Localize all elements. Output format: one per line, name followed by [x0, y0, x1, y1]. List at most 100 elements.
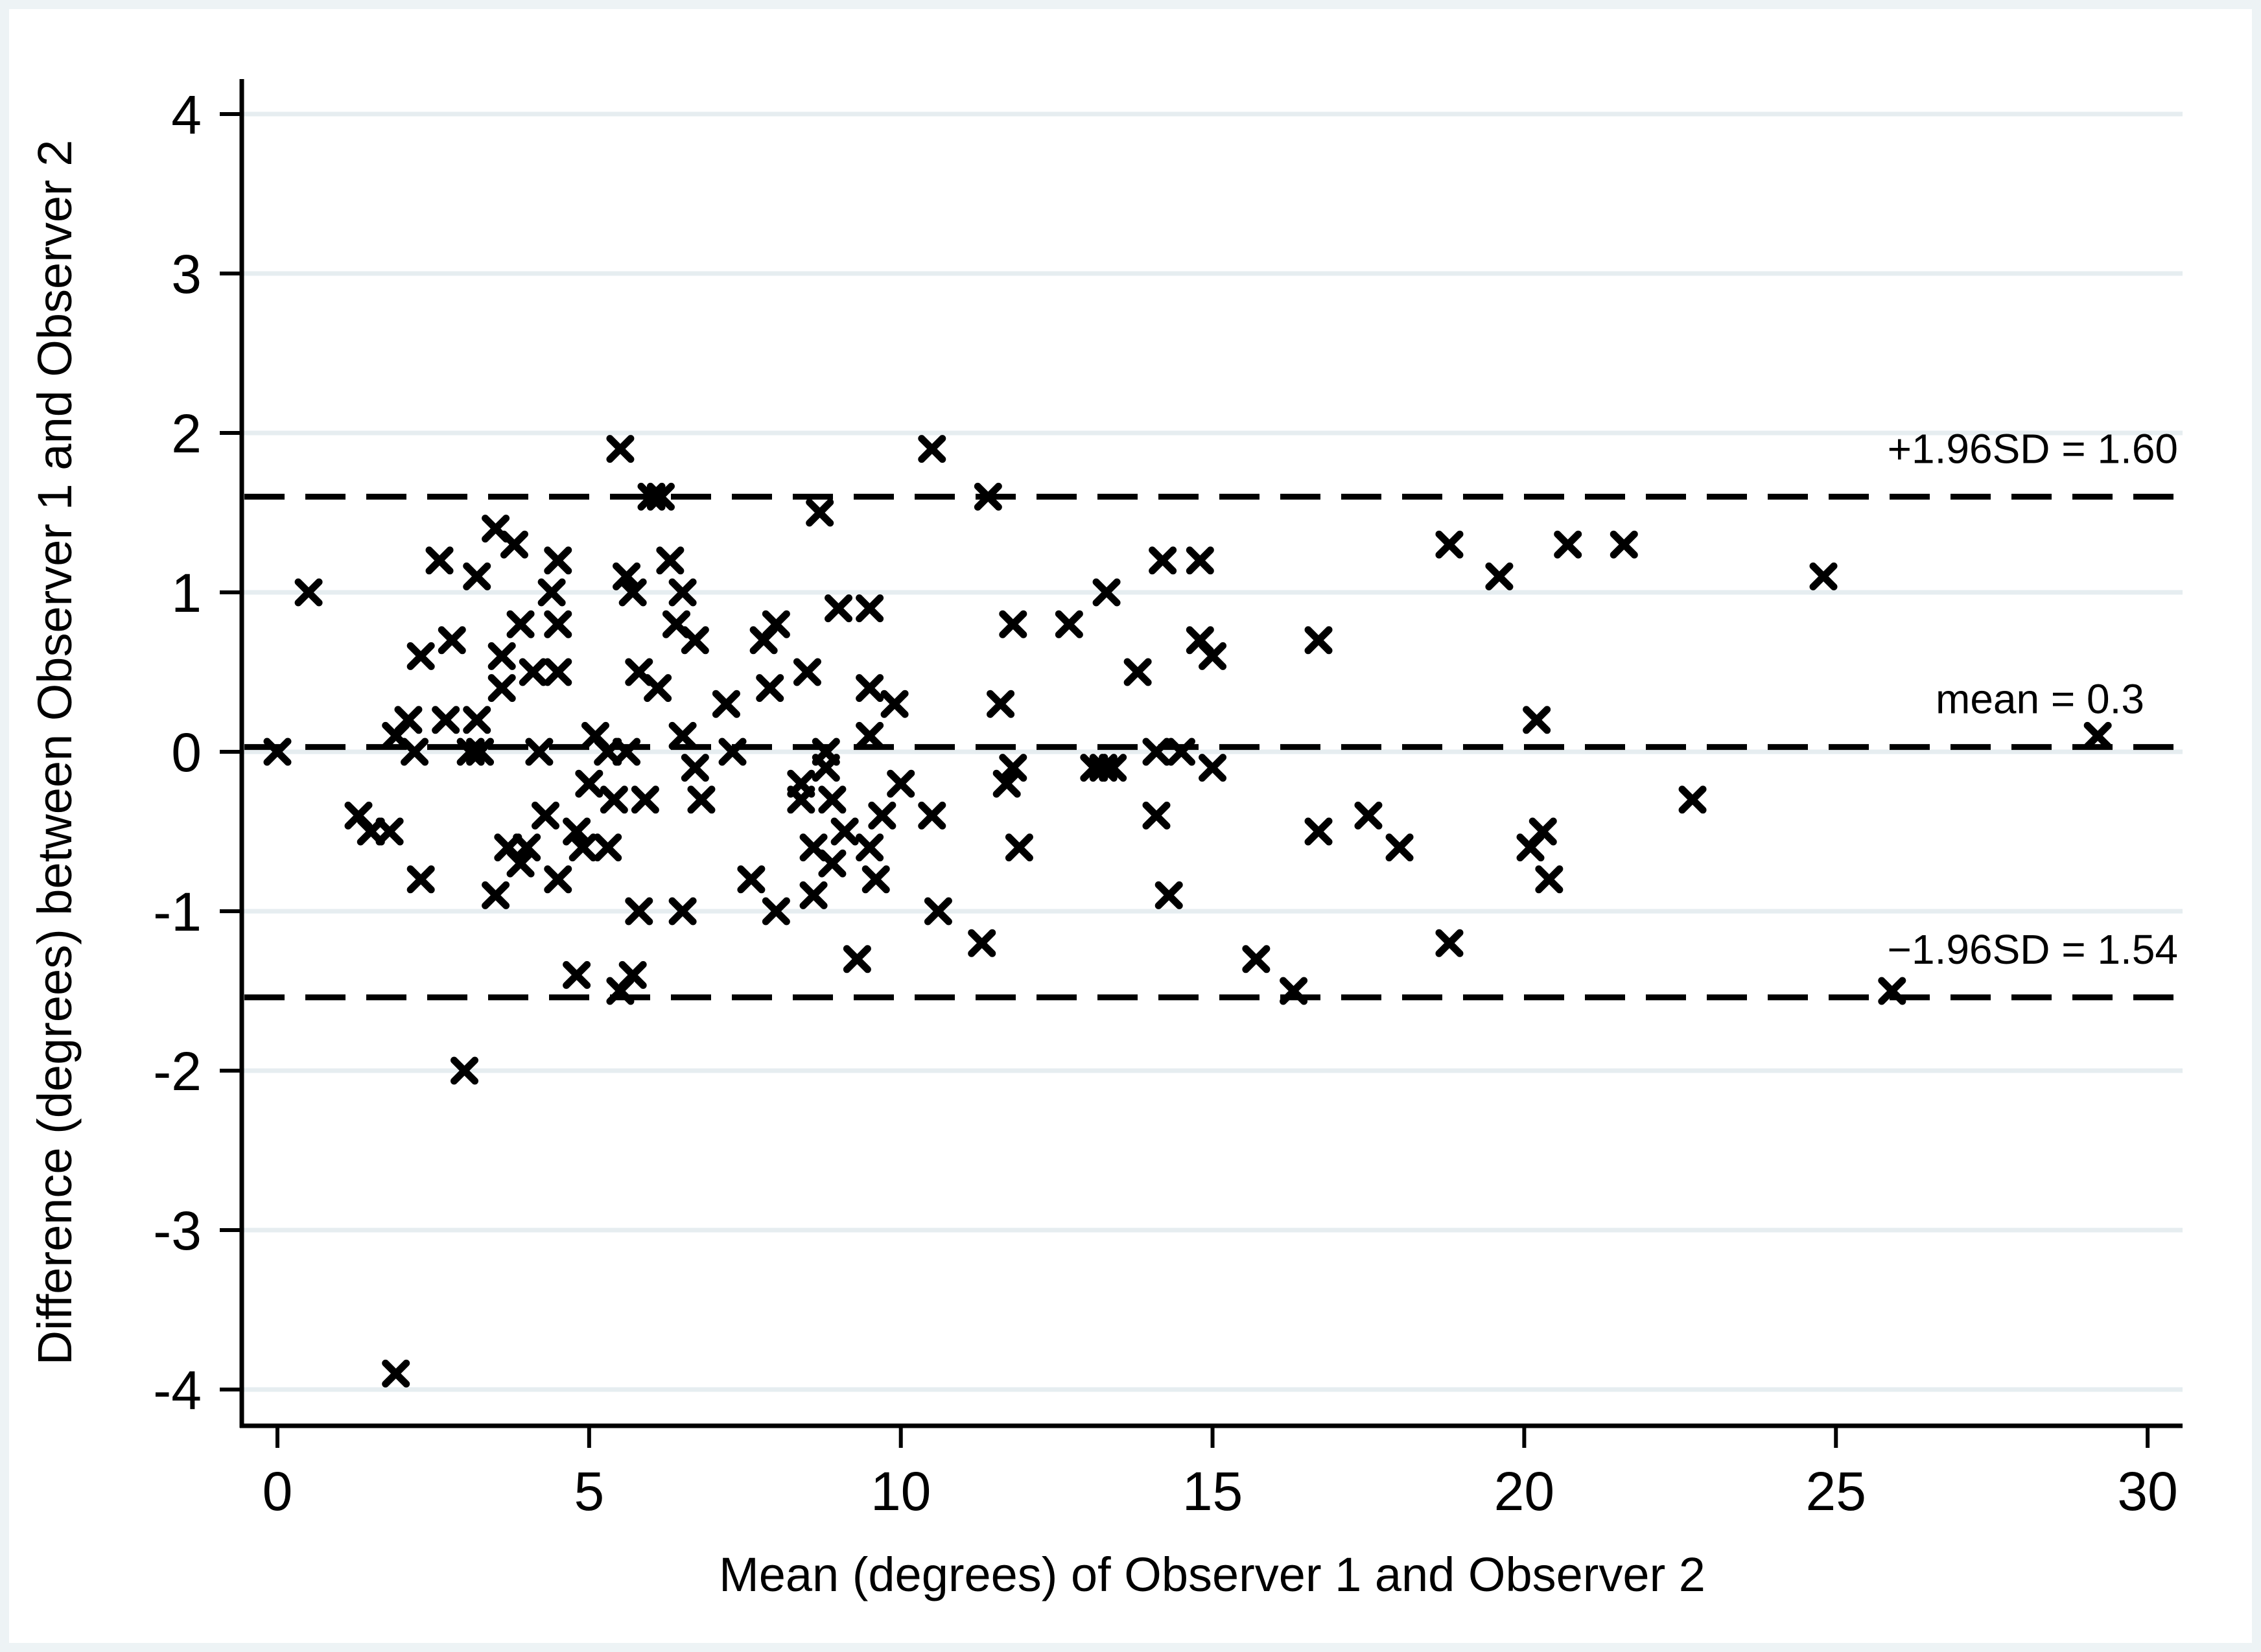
scatter-point — [2083, 721, 2112, 750]
scatter-point — [1242, 945, 1271, 973]
scatter-point — [1435, 929, 1464, 957]
scatter-point — [1280, 977, 1308, 1005]
scatter-point — [999, 610, 1027, 638]
reference-line-label-2: −1.96SD = 1.54 — [1888, 926, 2178, 973]
scatter-point — [1354, 801, 1383, 830]
scatter-point — [1554, 530, 1582, 559]
scatter-point — [294, 578, 323, 607]
scatter-point — [856, 674, 884, 703]
scatter-point — [987, 690, 1015, 718]
scatter-point — [463, 706, 491, 734]
scatter-point — [918, 435, 946, 463]
scatter-point — [968, 929, 996, 957]
scatter-point — [681, 754, 709, 782]
scatter-point — [1092, 578, 1121, 607]
scatter-point — [1304, 817, 1333, 846]
scatter-point — [861, 865, 890, 894]
y-tick-label--1: -1 — [153, 881, 202, 942]
scatter-point — [1304, 626, 1333, 655]
scatter-point — [818, 785, 847, 814]
scatter-point — [818, 849, 847, 878]
scatter-point — [375, 817, 404, 846]
scatter-point — [1142, 738, 1171, 766]
scatter-point — [887, 769, 915, 798]
scatter-point — [463, 562, 491, 590]
scatter-point — [1154, 881, 1183, 909]
scatter-point — [544, 658, 572, 686]
scatter-point — [687, 785, 716, 814]
x-tick-label-10: 10 — [871, 1461, 931, 1522]
axes — [220, 79, 2183, 1448]
scatter-points — [263, 435, 2112, 1388]
scatter-point — [843, 945, 871, 973]
scatter-point — [880, 690, 909, 718]
scatter-point — [1199, 754, 1227, 782]
scatter-point — [537, 578, 566, 607]
y-tick-label-3: 3 — [171, 244, 202, 305]
reference-line-label-0: +1.96SD = 1.60 — [1888, 425, 2178, 472]
scatter-point — [532, 801, 560, 830]
y-axis-title: Difference (degrees) between Observer 1 … — [28, 140, 82, 1366]
scatter-point — [1199, 642, 1227, 670]
y-tick-label-0: 0 — [171, 722, 202, 783]
scatter-point — [681, 626, 709, 655]
scatter-point — [1523, 706, 1551, 734]
scatter-point — [856, 833, 884, 862]
reference-lines — [244, 493, 2178, 1001]
scatter-point — [1167, 738, 1195, 766]
scatter-point — [594, 833, 622, 862]
scatter-point — [668, 721, 697, 750]
scatter-point — [425, 546, 454, 575]
scatter-point — [506, 849, 535, 878]
scatter-point — [575, 769, 603, 798]
scatter-point — [1385, 833, 1414, 862]
scatter-point — [856, 721, 884, 750]
scatter-point — [544, 865, 572, 894]
scatter-point — [992, 769, 1021, 798]
scatter-point — [487, 642, 516, 670]
scatter-point — [506, 610, 535, 638]
scatter-point — [656, 546, 685, 575]
x-tick-label-25: 25 — [1806, 1461, 1866, 1522]
reference-line-labels: +1.96SD = 1.60 mean = 0.3 −1.96SD = 1.54 — [1888, 425, 2178, 972]
scatter-point — [1485, 562, 1514, 590]
scatter-point — [606, 977, 635, 1005]
y-tick-label-4: 4 — [171, 84, 202, 145]
y-tick-label-2: 2 — [171, 403, 202, 464]
scatter-point — [812, 754, 840, 782]
scatter-point — [451, 1056, 479, 1085]
scatter-point — [606, 435, 635, 463]
scatter-point — [806, 498, 834, 527]
scatter-point — [924, 897, 952, 925]
scatter-point — [406, 642, 435, 670]
y-tick-label-1: 1 — [171, 563, 202, 623]
scatter-point — [1535, 865, 1564, 894]
scatter-point — [668, 897, 697, 925]
scatter-point — [793, 658, 821, 686]
scatter-point — [712, 690, 740, 718]
scatter-point — [1678, 785, 1707, 814]
y-tick-label--2: -2 — [153, 1041, 202, 1102]
scatter-point — [1809, 562, 1838, 590]
scatter-point — [631, 785, 659, 814]
scatter-point — [466, 738, 495, 766]
scatter-point — [1123, 658, 1152, 686]
scatter-point — [525, 738, 554, 766]
scatter-point — [1186, 546, 1214, 575]
x-tick-label-30: 30 — [2117, 1461, 2177, 1522]
scatter-point — [625, 897, 653, 925]
scatter-point — [1142, 801, 1171, 830]
scatter-point — [563, 960, 591, 989]
x-tick-label-20: 20 — [1494, 1461, 1554, 1522]
scatter-point — [868, 801, 896, 830]
scatter-point — [918, 801, 946, 830]
scatter-point — [487, 674, 516, 703]
scatter-point — [1005, 833, 1033, 862]
scatter-point — [644, 674, 672, 703]
y-tick-label--4: -4 — [153, 1360, 202, 1421]
x-tick-label-15: 15 — [1182, 1461, 1243, 1522]
scatter-point — [668, 578, 697, 607]
scatter-point — [762, 897, 790, 925]
scatter-point — [382, 1359, 410, 1388]
